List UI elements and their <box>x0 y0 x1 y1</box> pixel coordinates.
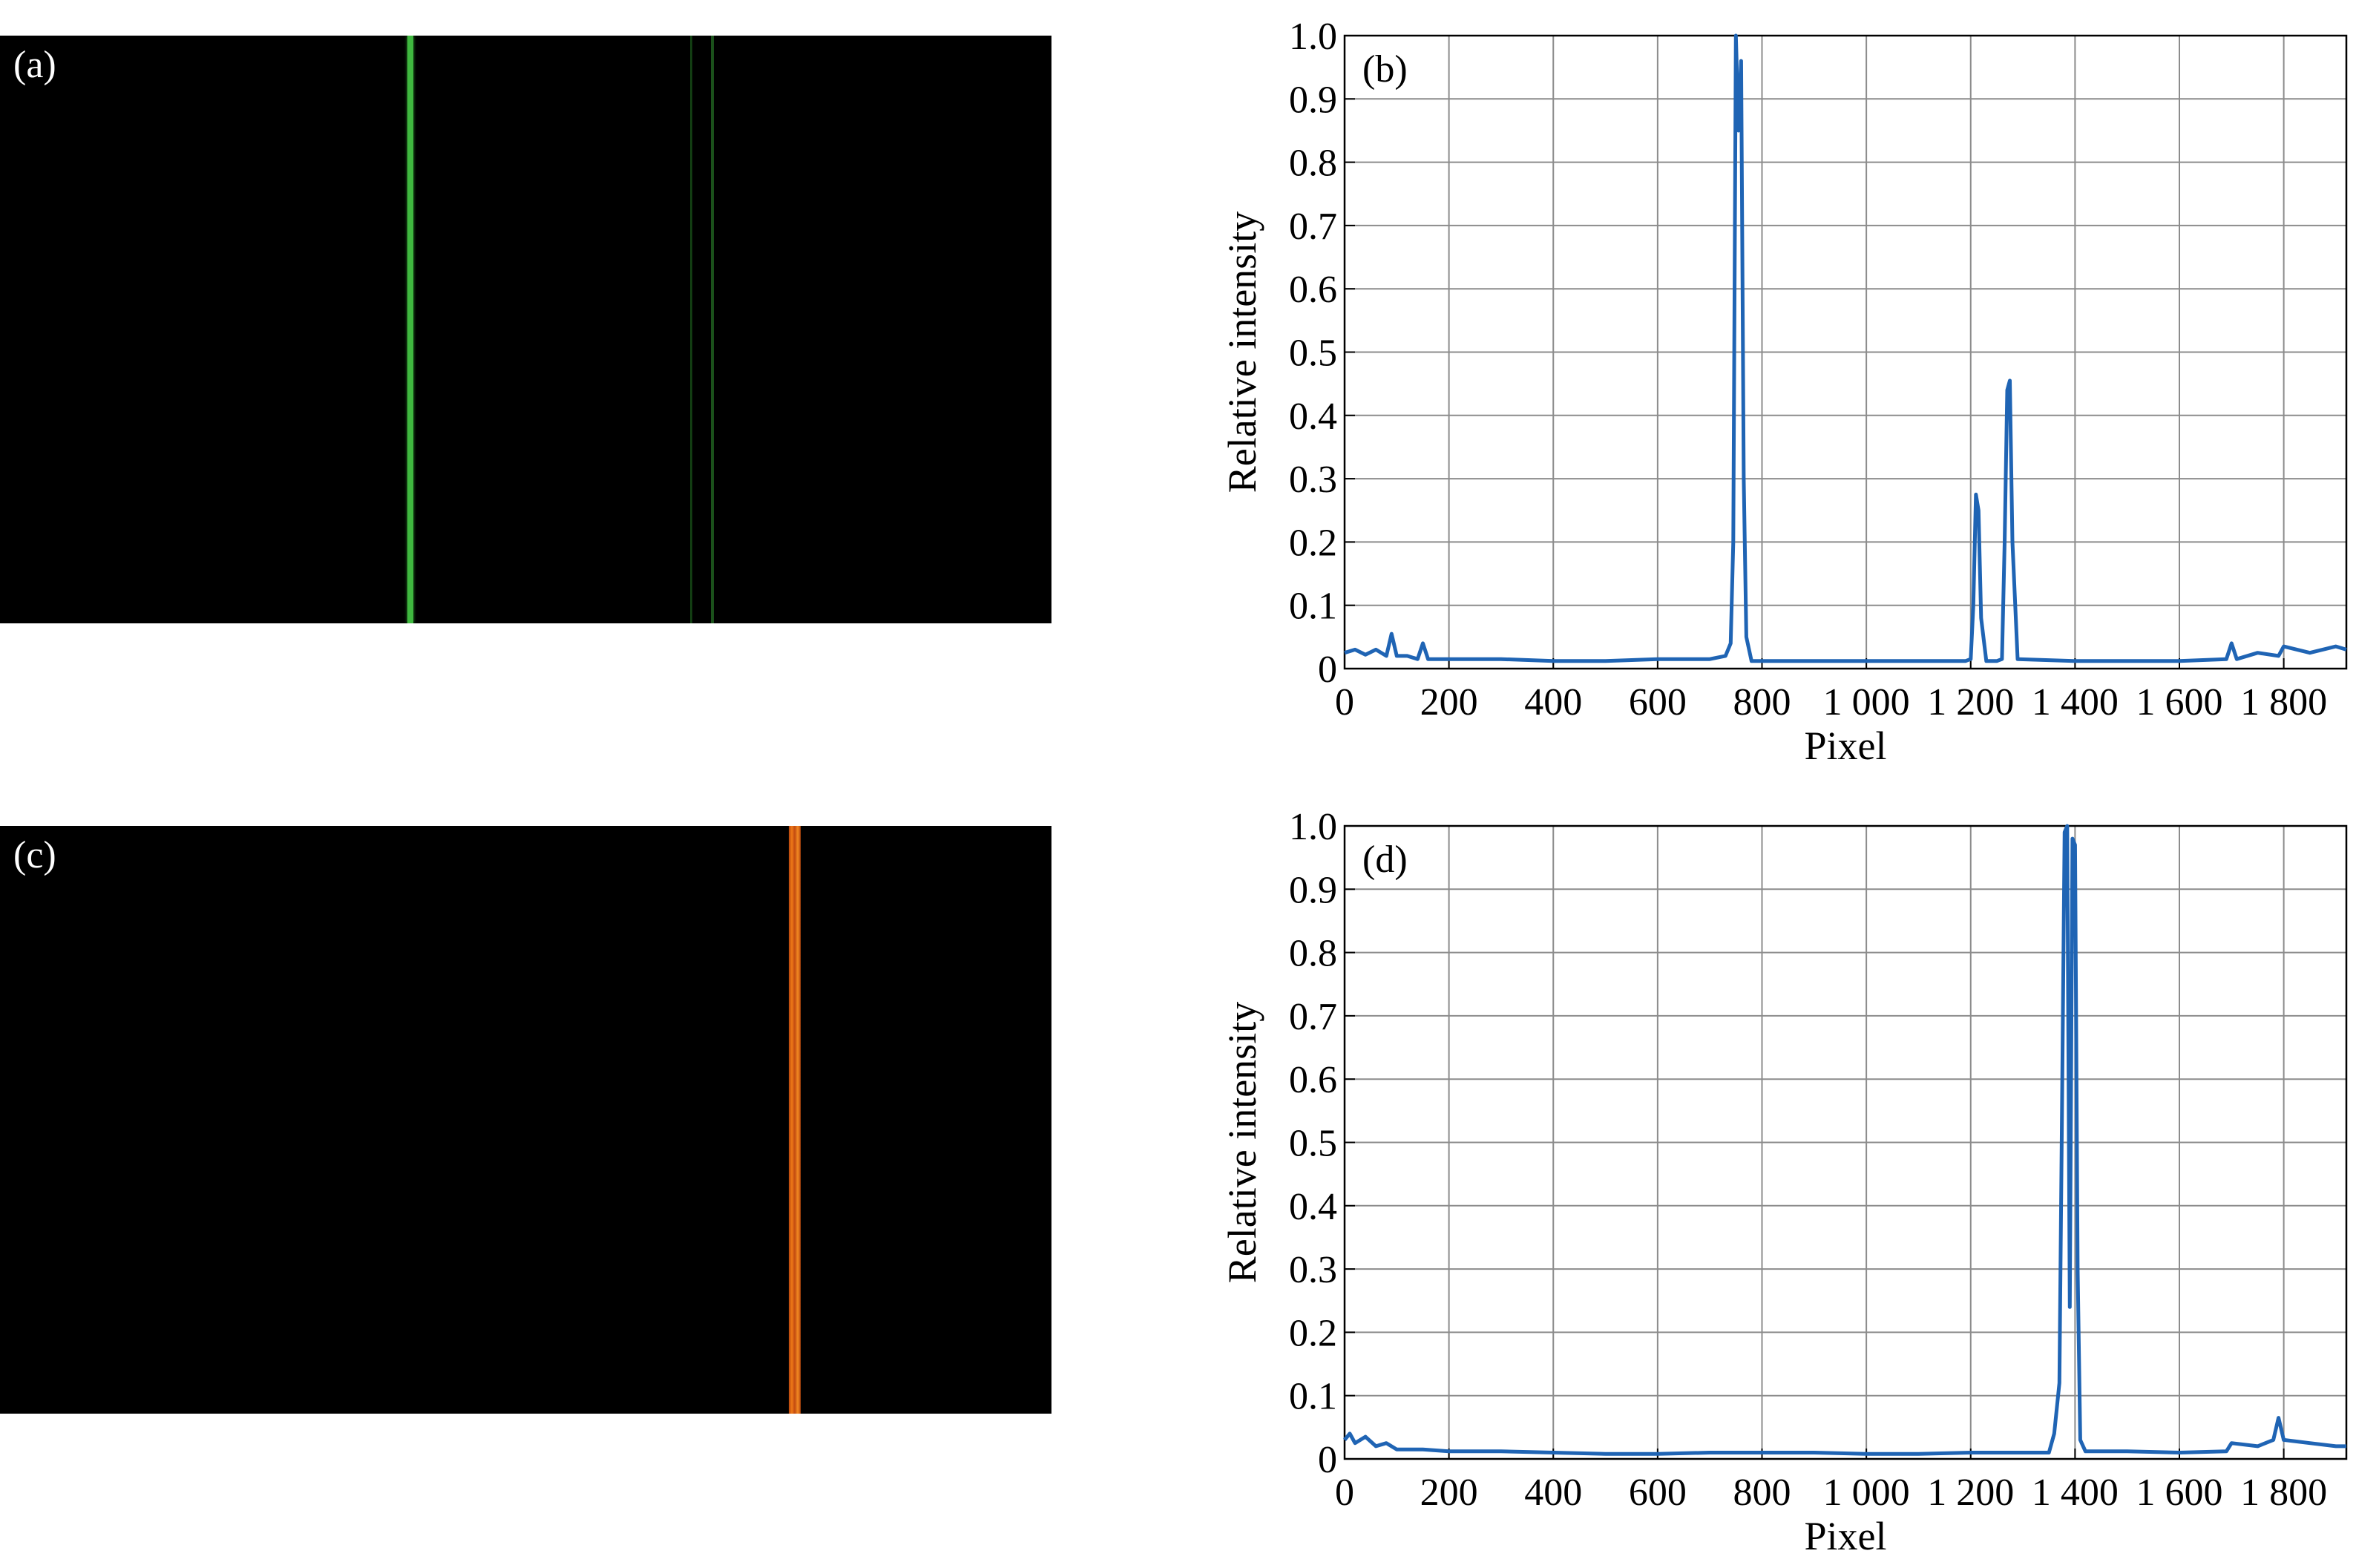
y-tick-label: 1.0 <box>1289 16 1337 58</box>
x-tick-label: 200 <box>1420 1472 1478 1514</box>
x-tick-label: 600 <box>1629 681 1687 724</box>
y-tick-label: 0.3 <box>1289 1249 1337 1291</box>
intensity-chart-b: 0 200 400 600 800 1 000 1 200 1 400 1 600 1 800 0 0… <box>1220 16 2348 768</box>
faint-spectral-line-1 <box>690 36 692 623</box>
x-tick-label: 1 400 <box>2032 1472 2119 1514</box>
green-spectral-line <box>407 36 413 623</box>
x-tick-label: 1 400 <box>2032 681 2119 724</box>
y-tick-label: 0.1 <box>1289 585 1337 628</box>
y-tick-label: 0.4 <box>1289 1186 1337 1228</box>
faint-spectral-line-2 <box>711 36 714 623</box>
x-tick-label: 1 800 <box>2240 1472 2327 1514</box>
x-tick-label: 1 800 <box>2240 681 2327 724</box>
panel-label: (d) <box>1362 839 1408 881</box>
y-tick-label: 0.4 <box>1289 396 1337 438</box>
x-tick-label: 1 200 <box>1927 1472 2014 1514</box>
x-tick-label: 800 <box>1733 1472 1791 1514</box>
y-tick-label: 1.0 <box>1289 806 1337 848</box>
y-tick-label: 0.2 <box>1289 522 1337 564</box>
y-tick-label: 0 <box>1318 649 1337 691</box>
x-tick-label: 1 200 <box>1927 681 2014 724</box>
y-axis-label: Relative intensity <box>1220 211 1264 493</box>
y-tick-label: 0.1 <box>1289 1376 1337 1418</box>
panel-label: (b) <box>1362 48 1408 91</box>
x-tick-label: 1 600 <box>2136 681 2223 724</box>
y-tick-label: 0.8 <box>1289 142 1337 185</box>
y-tick-label: 0.9 <box>1289 79 1337 121</box>
y-tick-label: 0.5 <box>1289 332 1337 375</box>
y-tick-label: 0.3 <box>1289 459 1337 501</box>
x-tick-label: 1 600 <box>2136 1472 2223 1514</box>
y-tick-label: 0.6 <box>1289 1059 1337 1101</box>
x-tick-label: 0 <box>1335 1472 1354 1514</box>
x-axis-label: Pixel <box>1804 1514 1886 1558</box>
y-tick-label: 0.5 <box>1289 1123 1337 1165</box>
intensity-series-line <box>1344 33 2347 663</box>
y-tick-label: 0.7 <box>1289 996 1337 1038</box>
panel-label-c: (c) <box>13 834 56 876</box>
y-tick-label: 0.8 <box>1289 933 1337 975</box>
y-tick-label: 0.2 <box>1289 1312 1337 1354</box>
x-tick-label: 1 000 <box>1823 681 1910 724</box>
y-tick-label: 0.9 <box>1289 869 1337 911</box>
y-tick-label: 0 <box>1318 1439 1337 1481</box>
x-tick-label: 0 <box>1335 681 1354 724</box>
spectrum-image-a: (a) <box>0 36 1051 623</box>
x-axis-label: Pixel <box>1804 724 1886 768</box>
intensity-series-line <box>1343 824 2346 1456</box>
y-tick-label: 0.6 <box>1289 269 1337 311</box>
y-axis-label: Relative intensity <box>1220 1002 1264 1283</box>
y-tick-label: 0.7 <box>1289 206 1337 248</box>
x-tick-label: 600 <box>1629 1472 1687 1514</box>
orange-spectral-line <box>789 826 801 1414</box>
spectrum-image-c: (c) <box>0 826 1051 1414</box>
x-tick-label: 400 <box>1524 1472 1582 1514</box>
x-tick-label: 400 <box>1524 681 1582 724</box>
panel-label-a: (a) <box>13 44 56 86</box>
x-tick-label: 200 <box>1420 681 1478 724</box>
x-tick-label: 800 <box>1733 681 1791 724</box>
x-tick-label: 1 000 <box>1823 1472 1910 1514</box>
